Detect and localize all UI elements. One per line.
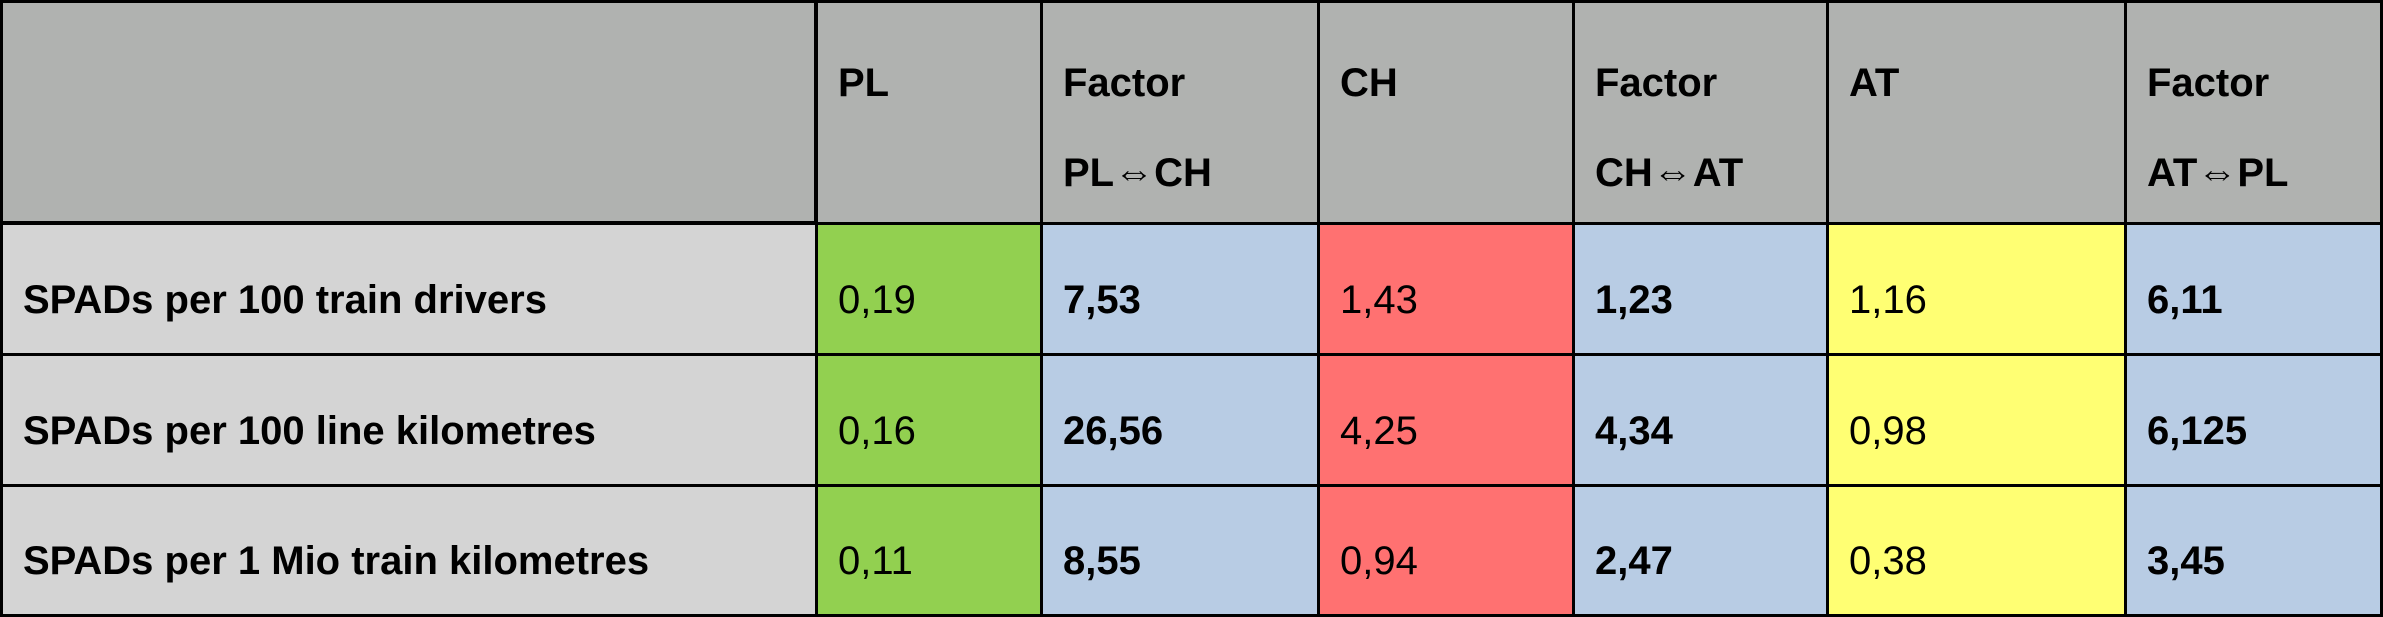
value-cell: 0,11 [818, 487, 1040, 614]
cell-value: 1,23 [1595, 277, 1673, 322]
value-cell: 7,53 [1043, 225, 1317, 353]
header-text: Factor [1595, 61, 1718, 105]
cell-value: 26,56 [1063, 408, 1164, 453]
cell-value: 0,19 [838, 277, 916, 322]
value-cell: 8,55 [1043, 487, 1317, 614]
cell-value: 0,16 [838, 408, 916, 453]
value-cell: 2,47 [1575, 487, 1826, 614]
value-cell: 1,23 [1575, 225, 1826, 353]
header-text: PL⇔CH [1063, 151, 1212, 195]
cell-value: 1,16 [1849, 277, 1927, 322]
cell-value: 0,11 [838, 539, 913, 583]
header-cell: PL [818, 3, 1040, 222]
row-label-cell: SPADs per 1 Mio train kilometres [3, 487, 815, 614]
value-cell: 4,34 [1575, 356, 1826, 484]
cell-value: 2,47 [1595, 539, 1673, 583]
row-label-cell: SPADs per 100 train drivers [3, 225, 815, 353]
value-cell: 3,45 [2127, 487, 2380, 614]
header-cell: Factor AT⇔PL [2127, 3, 2380, 222]
value-cell: 0,38 [1829, 487, 2124, 614]
row-label: SPADs per 100 line kilometres [23, 408, 596, 453]
header-text: AT [1849, 61, 1900, 105]
cell-value: 0,38 [1849, 539, 1927, 583]
cell-value: 1,43 [1340, 277, 1418, 322]
row-label: SPADs per 1 Mio train kilometres [23, 539, 650, 583]
cell-value: 0,94 [1340, 539, 1418, 583]
cell-value: 3,45 [2147, 539, 2225, 583]
header-text: AT⇔PL [2147, 151, 2289, 195]
value-cell: 1,43 [1320, 225, 1572, 353]
header-text: CH [1340, 61, 1398, 105]
value-cell: 0,98 [1829, 356, 2124, 484]
header-text: Factor [1063, 61, 1186, 105]
header-cell: CH [1320, 3, 1572, 222]
corner-cell [3, 3, 814, 221]
header-text: CH⇔AT [1595, 151, 1744, 195]
header-text: PL [838, 61, 890, 105]
cell-value: 6,11 [2147, 277, 2223, 322]
cell-value: 0,98 [1849, 408, 1927, 453]
value-cell: 0,94 [1320, 487, 1572, 614]
value-cell: 6,125 [2127, 356, 2380, 484]
cell-value: 4,25 [1340, 408, 1418, 453]
cell-value: 4,34 [1595, 408, 1673, 453]
value-cell: 0,19 [818, 225, 1040, 353]
value-cell: 26,56 [1043, 356, 1317, 484]
header-cell: AT [1829, 3, 2124, 222]
cell-value: 7,53 [1063, 277, 1141, 322]
header-cell: Factor CH⇔AT [1575, 3, 1826, 222]
value-cell: 0,16 [818, 356, 1040, 484]
value-cell: 6,11 [2127, 225, 2380, 353]
row-label: SPADs per 100 train drivers [23, 277, 547, 322]
value-cell: 1,16 [1829, 225, 2124, 353]
header-cell: Factor PL⇔CH [1043, 3, 1317, 222]
cell-value: 6,125 [2147, 408, 2248, 453]
cell-value: 8,55 [1063, 539, 1141, 583]
header-text: Factor [2147, 61, 2270, 105]
value-cell: 4,25 [1320, 356, 1572, 484]
row-label-cell: SPADs per 100 line kilometres [3, 356, 815, 484]
